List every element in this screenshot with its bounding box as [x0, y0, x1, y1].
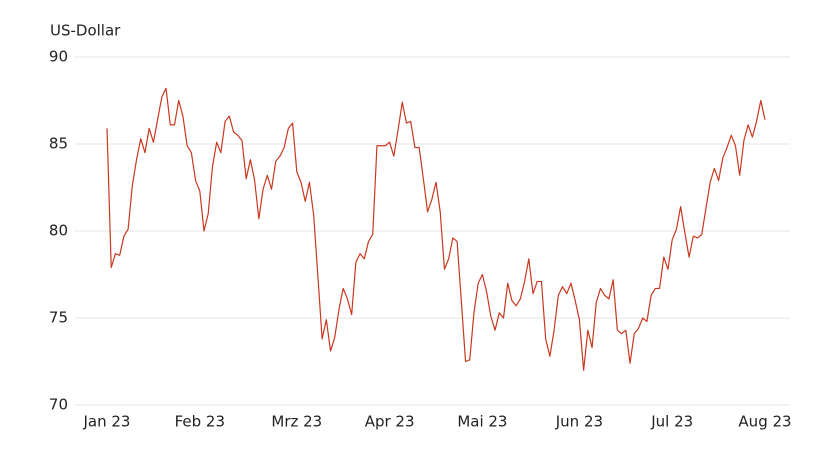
- y-tick-label: 70: [49, 396, 68, 414]
- y-tick-label: 80: [49, 222, 68, 240]
- y-tick-label: 85: [49, 135, 68, 153]
- x-tick-label: Jun 23: [555, 413, 603, 431]
- price-line: [106, 87, 766, 371]
- x-tick-label: Feb 23: [175, 413, 225, 431]
- x-tick-label: Aug 23: [738, 413, 791, 431]
- x-tick-label: Jan 23: [83, 413, 131, 431]
- x-tick-label: Jul 23: [650, 413, 693, 431]
- y-tick-label: 90: [49, 48, 68, 66]
- x-tick-label: Apr 23: [365, 413, 415, 431]
- y-axis-label: US-Dollar: [50, 22, 121, 40]
- x-tick-label: Mai 23: [457, 413, 507, 431]
- y-tick-label: 75: [49, 309, 68, 327]
- x-tick-label: Mrz 23: [271, 413, 322, 431]
